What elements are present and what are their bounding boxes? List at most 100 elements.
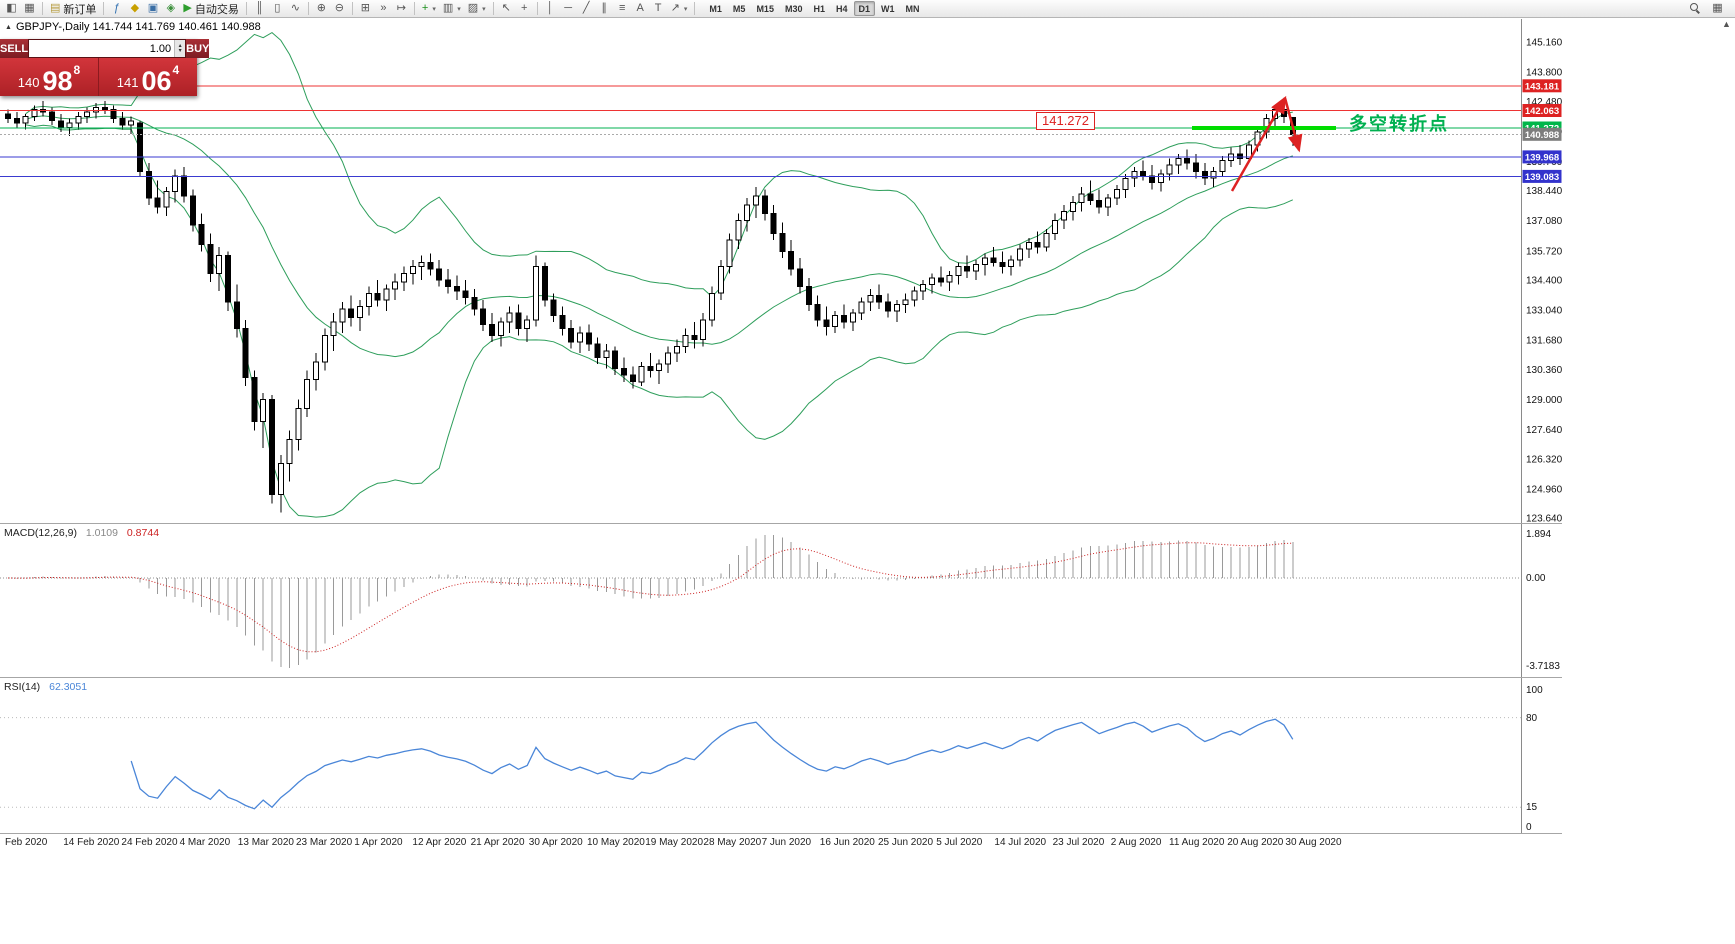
timeframe-m1[interactable]: M1 <box>709 3 722 14</box>
price-level-label[interactable]: 141.272 <box>1036 112 1095 130</box>
candle-body <box>453 286 460 292</box>
candle-body <box>480 308 487 325</box>
buy-button[interactable]: BUY <box>186 39 210 58</box>
zoom-in-icon[interactable]: ⊕ <box>316 2 326 14</box>
candle-body <box>515 312 522 330</box>
toolbar-right-group: ▦ <box>1687 1 1726 17</box>
candle-body <box>1149 175 1155 184</box>
price-axis[interactable]: 145.160143.800142.480141.120139.760138.4… <box>1521 19 1563 833</box>
candle-body <box>946 275 953 283</box>
templates-button[interactable]: ▨ ▾ <box>467 2 486 14</box>
text-icon[interactable]: A <box>636 2 644 14</box>
search-icon[interactable] <box>1687 1 1704 17</box>
candle-body <box>585 332 592 345</box>
rsi-name-text: RSI(14) <box>4 681 41 693</box>
candle-body <box>550 299 557 316</box>
indicators-add-button[interactable]: + ▾ <box>421 2 436 14</box>
timeframe-m15[interactable]: M15 <box>756 3 774 14</box>
fibonacci-icon[interactable]: ≡ <box>618 2 626 14</box>
candle-body <box>1175 157 1182 166</box>
candle-body <box>823 319 830 327</box>
chart-window-icon[interactable]: ◧ <box>6 2 17 14</box>
buy-price-button[interactable]: 141 06 4 <box>99 58 197 96</box>
scroll-up-icon[interactable]: ▲ <box>1722 19 1731 29</box>
bar-chart-icon[interactable]: ║ <box>255 2 264 14</box>
candle-body <box>1184 157 1191 164</box>
metaeditor-icon[interactable]: ◆ <box>130 2 140 14</box>
rsi-line <box>130 718 1294 810</box>
ask-main-text: 141 <box>116 75 139 90</box>
candle-body <box>5 113 11 119</box>
candle-body <box>761 195 768 215</box>
arrows-icon[interactable]: ↗ ▾ <box>670 2 688 14</box>
candle-body <box>1113 188 1120 199</box>
horizontal-line-icon[interactable]: ─ <box>564 2 573 14</box>
main-price-chart[interactable] <box>0 31 1522 518</box>
crosshair-icon[interactable]: + <box>520 2 528 14</box>
date-axis-label: 14 Feb 2020 <box>63 837 120 848</box>
indicators-list-icon[interactable]: ƒ <box>113 2 120 14</box>
autotrading-button[interactable]: ▶ 自动交易 <box>183 2 239 16</box>
macd-panel[interactable] <box>0 535 1522 668</box>
strategy-tester-icon[interactable]: ◈ <box>166 2 176 14</box>
volume-up-icon[interactable]: ▴ <box>178 42 182 49</box>
tile-windows-icon[interactable]: ⊞ <box>360 2 370 14</box>
date-axis-label: 13 Mar 2020 <box>238 837 295 848</box>
timeframe-m5[interactable]: M5 <box>732 3 746 14</box>
candle-body <box>242 328 249 378</box>
candlestick-chart-icon[interactable]: ▯ <box>274 2 281 14</box>
timeframe-h1[interactable]: H1 <box>813 3 825 14</box>
volume-down-icon[interactable]: ▾ <box>178 47 182 54</box>
trend-arrow-annotation[interactable] <box>1230 95 1303 192</box>
collapse-triangle-icon[interactable]: ▲ <box>5 23 12 31</box>
timeframe-m30[interactable]: M30 <box>784 3 803 14</box>
candle-body <box>1069 202 1076 212</box>
date-axis-label: 10 May 2020 <box>587 837 645 848</box>
sell-button[interactable]: SELL <box>0 39 29 58</box>
date-axis-label: 11 Aug 2020 <box>1169 837 1225 848</box>
text-label-icon[interactable]: T <box>654 2 662 14</box>
new-order-button[interactable]: ▤ 新订单 <box>50 2 97 16</box>
timeframe-h4[interactable]: H4 <box>835 3 848 14</box>
chart-shift-icon[interactable]: ↦ <box>396 2 406 14</box>
timeframe-w1[interactable]: W1 <box>881 3 895 14</box>
line-chart-icon[interactable]: ∿ <box>290 2 300 14</box>
zoom-out-icon[interactable]: ⊖ <box>334 2 344 14</box>
vertical-line-icon[interactable]: │ <box>546 2 554 14</box>
candle-body <box>1201 171 1208 179</box>
candle-body <box>181 175 187 197</box>
toolbar-separator <box>413 2 415 15</box>
candle-body <box>1237 153 1243 159</box>
cursor-icon[interactable]: ↖ <box>501 2 511 14</box>
equidistant-channel-icon[interactable]: ∥ <box>601 2 607 14</box>
candle-body <box>849 312 856 323</box>
candle-body <box>621 368 627 376</box>
horizontal-level-lines[interactable] <box>0 85 1522 177</box>
bid-main-text: 140 <box>17 75 40 90</box>
rsi-panel[interactable]: 100 80 15 0 <box>0 685 1543 833</box>
volume-input[interactable] <box>29 40 175 57</box>
macd-axis-label: -3.7183 <box>1526 661 1560 672</box>
chevron-down-icon: ▾ <box>683 5 688 13</box>
periods-button[interactable]: ▥ ▾ <box>442 2 461 14</box>
candle-body <box>436 268 443 281</box>
window-list-icon[interactable]: ▦ <box>1712 2 1723 14</box>
date-axis[interactable]: Feb 2020 14 Feb 2020 24 Feb 2020 4 Mar 2020… <box>5 837 1342 848</box>
candle-body <box>31 109 38 117</box>
candle-body <box>75 115 82 124</box>
profiles-icon[interactable]: ▦ <box>24 2 35 14</box>
auto-scroll-icon[interactable]: » <box>380 2 387 14</box>
candle-body <box>198 224 205 246</box>
timeframe-mn[interactable]: MN <box>905 3 920 14</box>
candle-body <box>57 120 64 128</box>
ask-fraction-text: 4 <box>172 63 180 77</box>
candle-body <box>744 204 751 221</box>
candle-body <box>726 239 733 268</box>
toolbar-separator <box>103 2 105 15</box>
trendline-icon[interactable]: ╱ <box>582 2 590 14</box>
candle-body <box>911 290 918 301</box>
sell-price-button[interactable]: 140 98 8 <box>0 58 99 96</box>
terminal-icon[interactable]: ▣ <box>147 2 159 14</box>
timeframe-d1[interactable]: D1 <box>853 1 876 16</box>
